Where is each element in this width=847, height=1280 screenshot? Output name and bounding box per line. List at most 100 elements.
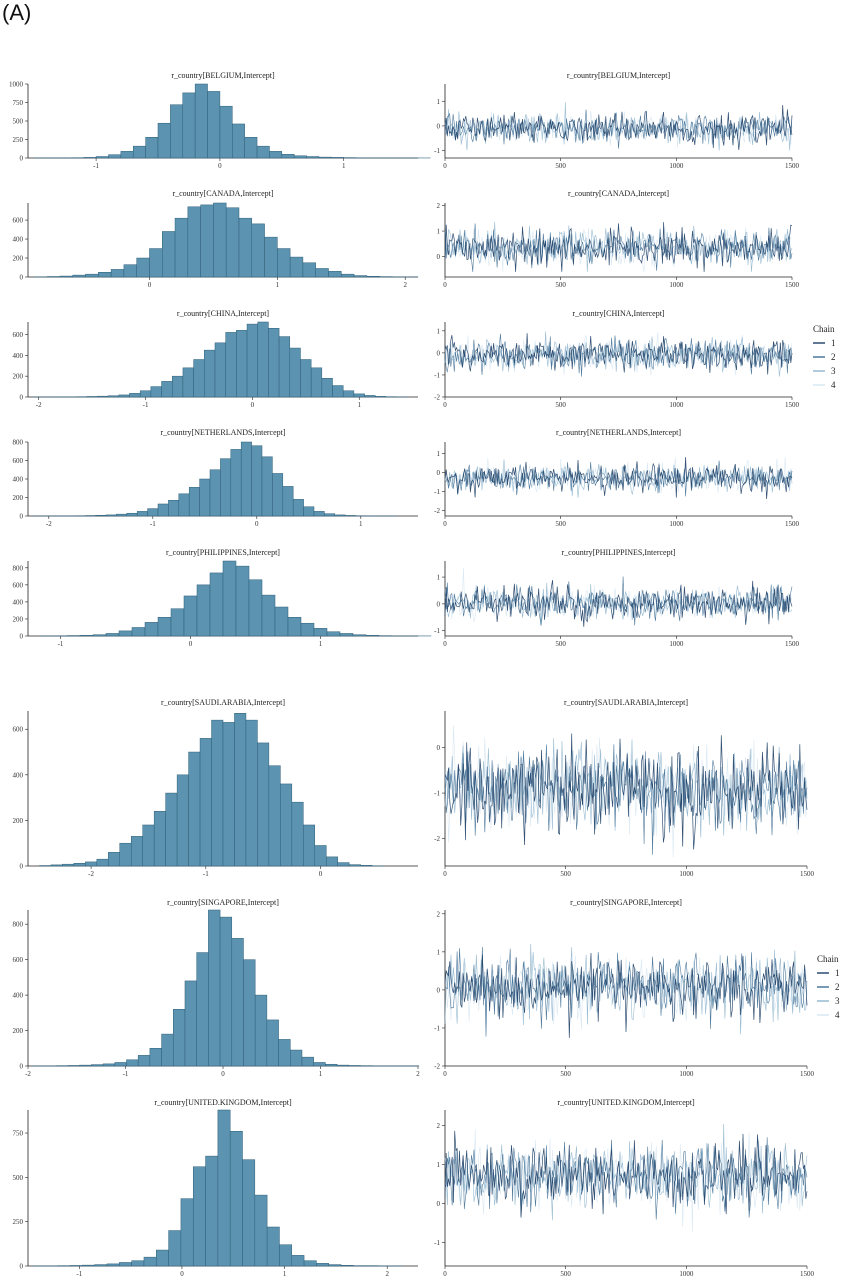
y-tick-label: 0 xyxy=(20,863,24,871)
histogram-bar xyxy=(225,332,237,398)
histogram-bar xyxy=(132,145,146,159)
histogram-bar xyxy=(149,248,163,278)
trace-panel-7: r_country[UNITED.KINGDOM,Intercept] 0 500 1… xyxy=(434,1098,814,1278)
histogram-bar xyxy=(118,630,133,637)
x-tick-label: 1500 xyxy=(785,281,800,289)
x-tick-label: 500 xyxy=(555,281,566,289)
histogram-bar xyxy=(178,493,190,517)
panel-title: r_country[CANADA,Intercept] xyxy=(568,189,669,198)
histogram-bar xyxy=(123,264,137,278)
y-tick-label: -2 xyxy=(434,1063,440,1071)
histogram-bar xyxy=(236,330,248,398)
x-tick-label: 1500 xyxy=(785,640,800,648)
x-tick-label: 0 xyxy=(443,401,447,409)
histogram-bar xyxy=(348,1065,361,1067)
x-tick-label: 1500 xyxy=(785,162,800,170)
trace-line-chain-1 xyxy=(444,104,793,151)
histogram-bar xyxy=(316,1263,329,1267)
histogram-bar xyxy=(245,719,258,867)
histogram-bar xyxy=(339,633,354,637)
histogram-bar xyxy=(292,499,304,517)
y-tick-label: 0 xyxy=(20,394,24,402)
trace-line-chain-1 xyxy=(444,222,793,272)
y-tick-label: 800 xyxy=(13,439,24,447)
legend-title: Chain xyxy=(817,954,839,964)
y-tick-label: 200 xyxy=(13,373,24,381)
x-tick-label: -1 xyxy=(143,401,149,409)
histogram-bar xyxy=(184,980,197,1067)
trace-panel-0: r_country[BELGIUM,Intercept] 0 500 1000 1500… xyxy=(434,71,799,170)
histogram-bar xyxy=(261,456,273,517)
legend-entry-2: 2 xyxy=(831,352,836,362)
histogram-bar xyxy=(217,1109,231,1267)
x-tick-label: 500 xyxy=(560,870,571,878)
trace-panel-2: r_country[CHINA,Intercept] 0 500 1000 1500 -2… xyxy=(434,309,799,409)
y-tick-label: 400 xyxy=(13,992,24,1000)
trace-panel-3: r_country[NETHERLANDS,Intercept] 0 500 1000… xyxy=(434,428,799,528)
histogram-bar xyxy=(365,635,380,637)
legend-1: Chain 1 2 3 4 xyxy=(813,324,836,390)
histogram-bar xyxy=(180,1198,194,1267)
histogram-bar xyxy=(214,342,226,398)
x-tick-label: 1 xyxy=(283,1270,287,1278)
y-tick-label: 1 xyxy=(437,450,441,458)
histogram-bar xyxy=(332,385,344,398)
histogram-bar xyxy=(157,122,171,159)
y-tick-label: 800 xyxy=(13,564,24,572)
histogram-bar xyxy=(328,271,342,278)
histogram-bar xyxy=(137,1055,151,1067)
histogram-bar xyxy=(279,1244,293,1267)
y-tick-label: 0 xyxy=(437,349,441,357)
y-tick-label: 600 xyxy=(13,217,24,225)
histogram-bar xyxy=(176,774,189,867)
trace-line-chain-2 xyxy=(444,333,793,377)
histogram-bar xyxy=(331,157,344,159)
x-tick-label: 1000 xyxy=(669,640,684,648)
y-tick-label: 200 xyxy=(13,255,24,263)
y-tick-label: 400 xyxy=(13,476,24,484)
histogram-bar xyxy=(149,1048,162,1067)
x-tick-label: 500 xyxy=(560,1070,571,1078)
histogram-bar xyxy=(251,445,263,517)
histogram-bar xyxy=(170,608,185,637)
x-tick-label: 1000 xyxy=(669,520,684,528)
histogram-bar xyxy=(324,513,336,517)
histogram-bar xyxy=(274,606,289,637)
histogram-bar xyxy=(97,395,109,398)
histogram-bar xyxy=(287,617,302,637)
histogram-bar xyxy=(131,1260,145,1267)
histogram-bar xyxy=(153,811,166,867)
y-tick-label: 0 xyxy=(20,633,24,641)
histogram-bar xyxy=(366,275,380,278)
panel-title: r_country[CHINA,Intercept] xyxy=(572,309,665,318)
y-tick-label: 600 xyxy=(13,726,24,734)
x-tick-label: 2 xyxy=(385,1270,389,1278)
y-tick-label: 1 xyxy=(437,948,441,956)
y-tick-label: -2 xyxy=(434,394,440,402)
y-tick-label: 600 xyxy=(13,581,24,589)
histogram-bar xyxy=(98,272,112,278)
histogram-panel-3: r_country[NETHERLANDS,Intercept] -2 -1 0 1 0 2… xyxy=(13,428,418,528)
panel-title: r_country[NETHERLANDS,Intercept] xyxy=(556,428,681,437)
histogram-bar xyxy=(116,513,128,517)
x-tick-label: 2 xyxy=(403,281,407,289)
histogram-bar xyxy=(118,394,130,398)
panel-title: r_country[PHILIPPINES,Intercept] xyxy=(166,548,280,557)
histogram-panel-0: r_country[BELGIUM,Intercept] -1 0 1 0 250 500 7… xyxy=(9,71,431,170)
histogram-bar xyxy=(264,236,278,278)
x-tick-label: 1 xyxy=(276,281,280,289)
trace-line-chain-2 xyxy=(444,223,793,272)
histogram-bar xyxy=(205,1155,219,1267)
histogram-bar xyxy=(282,486,294,517)
histogram-bar xyxy=(95,515,107,517)
histogram-bar xyxy=(130,836,143,867)
x-tick-label: 1 xyxy=(359,520,363,528)
histogram-bar xyxy=(126,1059,139,1067)
histogram-bar xyxy=(209,572,224,637)
histogram-bar xyxy=(300,622,315,637)
trace-line-chain-4 xyxy=(444,226,793,272)
legend-2: Chain 1 2 3 4 xyxy=(817,954,840,1020)
histogram-bar xyxy=(119,842,132,867)
histogram-bar xyxy=(96,858,109,867)
trace-line-chain-1 xyxy=(444,457,793,500)
